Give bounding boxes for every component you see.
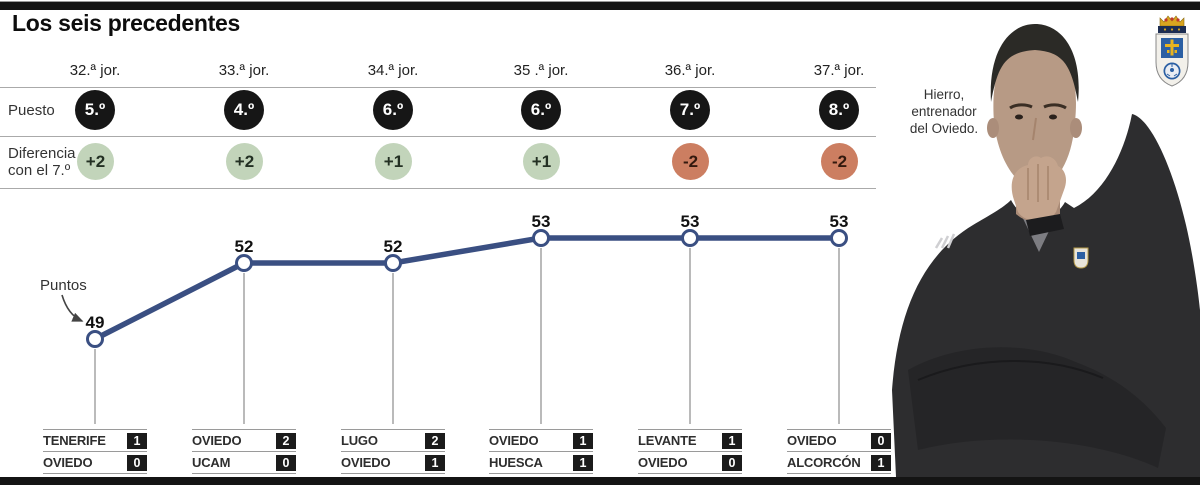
- data-point-label: 52: [235, 237, 254, 256]
- match-result: LEVANTE 1 OVIEDO 0: [638, 429, 742, 474]
- jornada-header-36: 36.ª jor.: [664, 62, 716, 79]
- divider-line: [0, 136, 876, 137]
- diff-badge: -2: [821, 143, 858, 180]
- team-name: LEVANTE: [638, 433, 697, 448]
- puntos-line: [93, 235, 839, 342]
- coach-portrait-illustration: [892, 24, 1200, 477]
- page-title: Los seis precedentes: [12, 10, 240, 36]
- data-point-label: 52: [384, 237, 403, 256]
- score-badge: 2: [425, 432, 445, 449]
- row-label-puesto: Puesto: [8, 102, 55, 119]
- divider-line: [0, 188, 876, 189]
- match-result: OVIEDO 1 HUESCA 1: [489, 429, 593, 474]
- team-name: OVIEDO: [192, 433, 242, 448]
- score-badge: 0: [127, 454, 147, 471]
- diff-badge: +2: [77, 143, 114, 180]
- data-point-label: 53: [830, 212, 849, 231]
- score-badge: 1: [573, 454, 593, 471]
- diff-badge: +2: [226, 143, 263, 180]
- row-label-diferencia: Diferencia con el 7.º: [8, 145, 76, 179]
- jornada-header-33: 33.ª jor.: [218, 62, 270, 79]
- puesto-badge: 4.º: [224, 90, 264, 130]
- score-badge: 1: [871, 454, 891, 471]
- data-point-marker: [235, 254, 253, 272]
- score-badge: 0: [722, 454, 742, 471]
- team-name: OVIEDO: [43, 455, 93, 470]
- puesto-badge: 6.º: [521, 90, 561, 130]
- match-result: OVIEDO 2 UCAM 0: [192, 429, 296, 474]
- points-line-chart: 49 52 52 53 53 53: [61, 212, 849, 424]
- match-result: TENERIFE 1 OVIEDO 0: [43, 429, 147, 474]
- data-point-marker: [86, 330, 104, 348]
- diff-badge: +1: [375, 143, 412, 180]
- score-badge: 1: [127, 432, 147, 449]
- data-point-label: 49: [86, 313, 105, 332]
- score-badge: 1: [573, 432, 593, 449]
- data-point-label: 53: [532, 212, 551, 231]
- score-badge: 1: [425, 454, 445, 471]
- match-result: LUGO 2 OVIEDO 1: [341, 429, 445, 474]
- match-result: OVIEDO 0 ALCORCÓN 1: [787, 429, 891, 474]
- score-badge: 0: [276, 454, 296, 471]
- team-name: ALCORCÓN: [787, 455, 861, 470]
- curved-arrow-icon: [61, 294, 84, 322]
- team-name: TENERIFE: [43, 433, 106, 448]
- team-name: OVIEDO: [489, 433, 539, 448]
- team-name: LUGO: [341, 433, 378, 448]
- divider-line: [0, 87, 876, 88]
- top-border-bar: [0, 1, 1200, 10]
- puesto-badge: 8.º: [819, 90, 859, 130]
- diff-badge: +1: [523, 143, 560, 180]
- puesto-badge: 7.º: [670, 90, 710, 130]
- score-badge: 2: [276, 432, 296, 449]
- puntos-label: Puntos: [40, 277, 87, 294]
- coach-photo: Hierro, entrenador del Oviedo.: [878, 10, 1200, 477]
- data-point-marker: [384, 254, 402, 272]
- data-point-marker: [532, 229, 550, 247]
- photo-caption: Hierro, entrenador del Oviedo.: [909, 87, 979, 136]
- data-point-marker: [681, 229, 699, 247]
- diff-badge: -2: [672, 143, 709, 180]
- club-crest-icon: [1155, 15, 1189, 87]
- data-point-marker: [830, 229, 848, 247]
- puesto-badge: 6.º: [373, 90, 413, 130]
- team-name: OVIEDO: [638, 455, 688, 470]
- team-name: OVIEDO: [341, 455, 391, 470]
- jornada-header-34: 34.ª jor.: [367, 62, 419, 79]
- team-name: HUESCA: [489, 455, 543, 470]
- score-badge: 1: [722, 432, 742, 449]
- score-badge: 0: [871, 432, 891, 449]
- team-name: OVIEDO: [787, 433, 837, 448]
- jornada-header-35: 35 .ª jor.: [513, 62, 569, 79]
- puesto-badge: 5.º: [75, 90, 115, 130]
- bottom-border-bar: [0, 477, 1200, 485]
- data-point-label: 53: [681, 212, 700, 231]
- jornada-header-32: 32.ª jor.: [69, 62, 121, 79]
- team-name: UCAM: [192, 455, 231, 470]
- jornada-header-37: 37.ª jor.: [813, 62, 865, 79]
